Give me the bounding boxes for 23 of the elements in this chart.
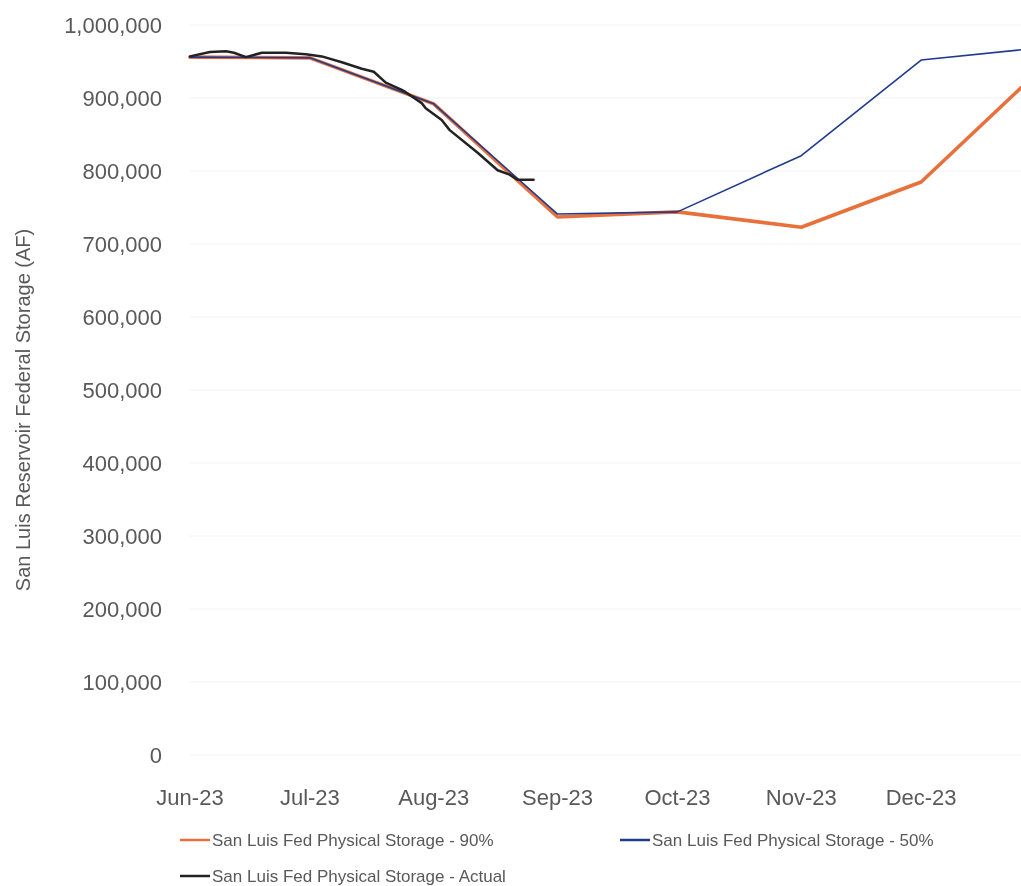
y-tick-label: 500,000: [82, 377, 162, 403]
line-series: [188, 50, 535, 182]
legend-label: San Luis Fed Physical Storage - Actual: [212, 866, 506, 886]
y-tick-label: 200,000: [82, 596, 162, 622]
y-tick-label: 100,000: [82, 669, 162, 695]
y-tick-label: 1,000,000: [64, 12, 162, 38]
y-tick-label: 600,000: [82, 304, 162, 330]
legend-label: San Luis Fed Physical Storage - 50%: [652, 830, 934, 850]
x-tick-label: Oct-23: [644, 785, 711, 810]
y-tick-label: 700,000: [82, 231, 162, 257]
x-tick-label: Dec-23: [885, 785, 957, 810]
x-tick-label: Jun-23: [156, 785, 224, 810]
y-axis-title: San Luis Reservoir Federal Storage (AF): [12, 228, 34, 592]
x-tick-label: Nov-23: [765, 785, 837, 810]
y-tick-label: 0: [149, 742, 162, 768]
y-tick-label: 400,000: [82, 450, 162, 476]
y-tick-label: 800,000: [82, 158, 162, 184]
legend-label: San Luis Fed Physical Storage - 90%: [212, 830, 494, 850]
x-tick-label: Sep-23: [522, 785, 594, 810]
y-tick-label: 300,000: [82, 523, 162, 549]
y-tick-label: 900,000: [82, 85, 162, 111]
x-tick-label: Jul-23: [279, 785, 340, 810]
x-tick-label: Aug-23: [398, 785, 470, 810]
